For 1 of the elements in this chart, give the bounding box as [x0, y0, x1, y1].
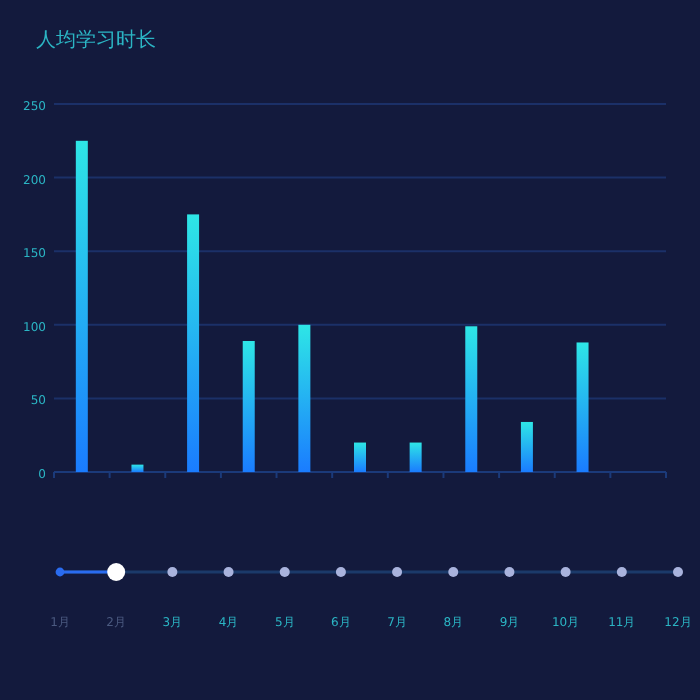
chart-title: 人均学习时长 [36, 28, 156, 52]
